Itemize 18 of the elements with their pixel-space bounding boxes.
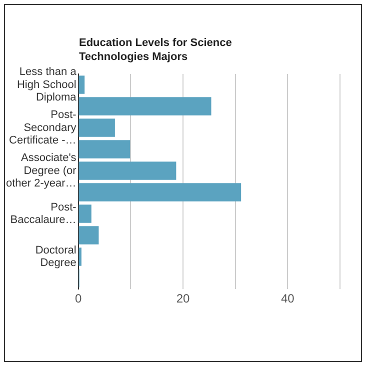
y-tick-label: Associate's Degree (or other 2-year… xyxy=(6,152,77,190)
chart-title: Education Levels for Science Technologies Majors xyxy=(79,36,233,64)
bar xyxy=(78,226,99,244)
bar xyxy=(78,162,176,180)
bar xyxy=(78,76,85,94)
bar xyxy=(78,97,212,116)
y-tick-label: Less than a High School Diploma xyxy=(16,66,78,104)
bar xyxy=(78,204,92,223)
x-tick-label: 20 xyxy=(176,292,190,306)
y-tick-label: Post-Baccalaure… xyxy=(10,201,77,226)
bar xyxy=(78,248,82,266)
y-tick-label: Doctoral Degree xyxy=(35,244,76,270)
y-tick-label: Post-Secondary Certificate -… xyxy=(9,109,77,146)
bar xyxy=(78,140,130,158)
bar xyxy=(78,183,242,202)
x-tick-label: 0 xyxy=(74,292,82,306)
bar xyxy=(78,118,115,137)
x-tick-label: 40 xyxy=(280,292,295,306)
